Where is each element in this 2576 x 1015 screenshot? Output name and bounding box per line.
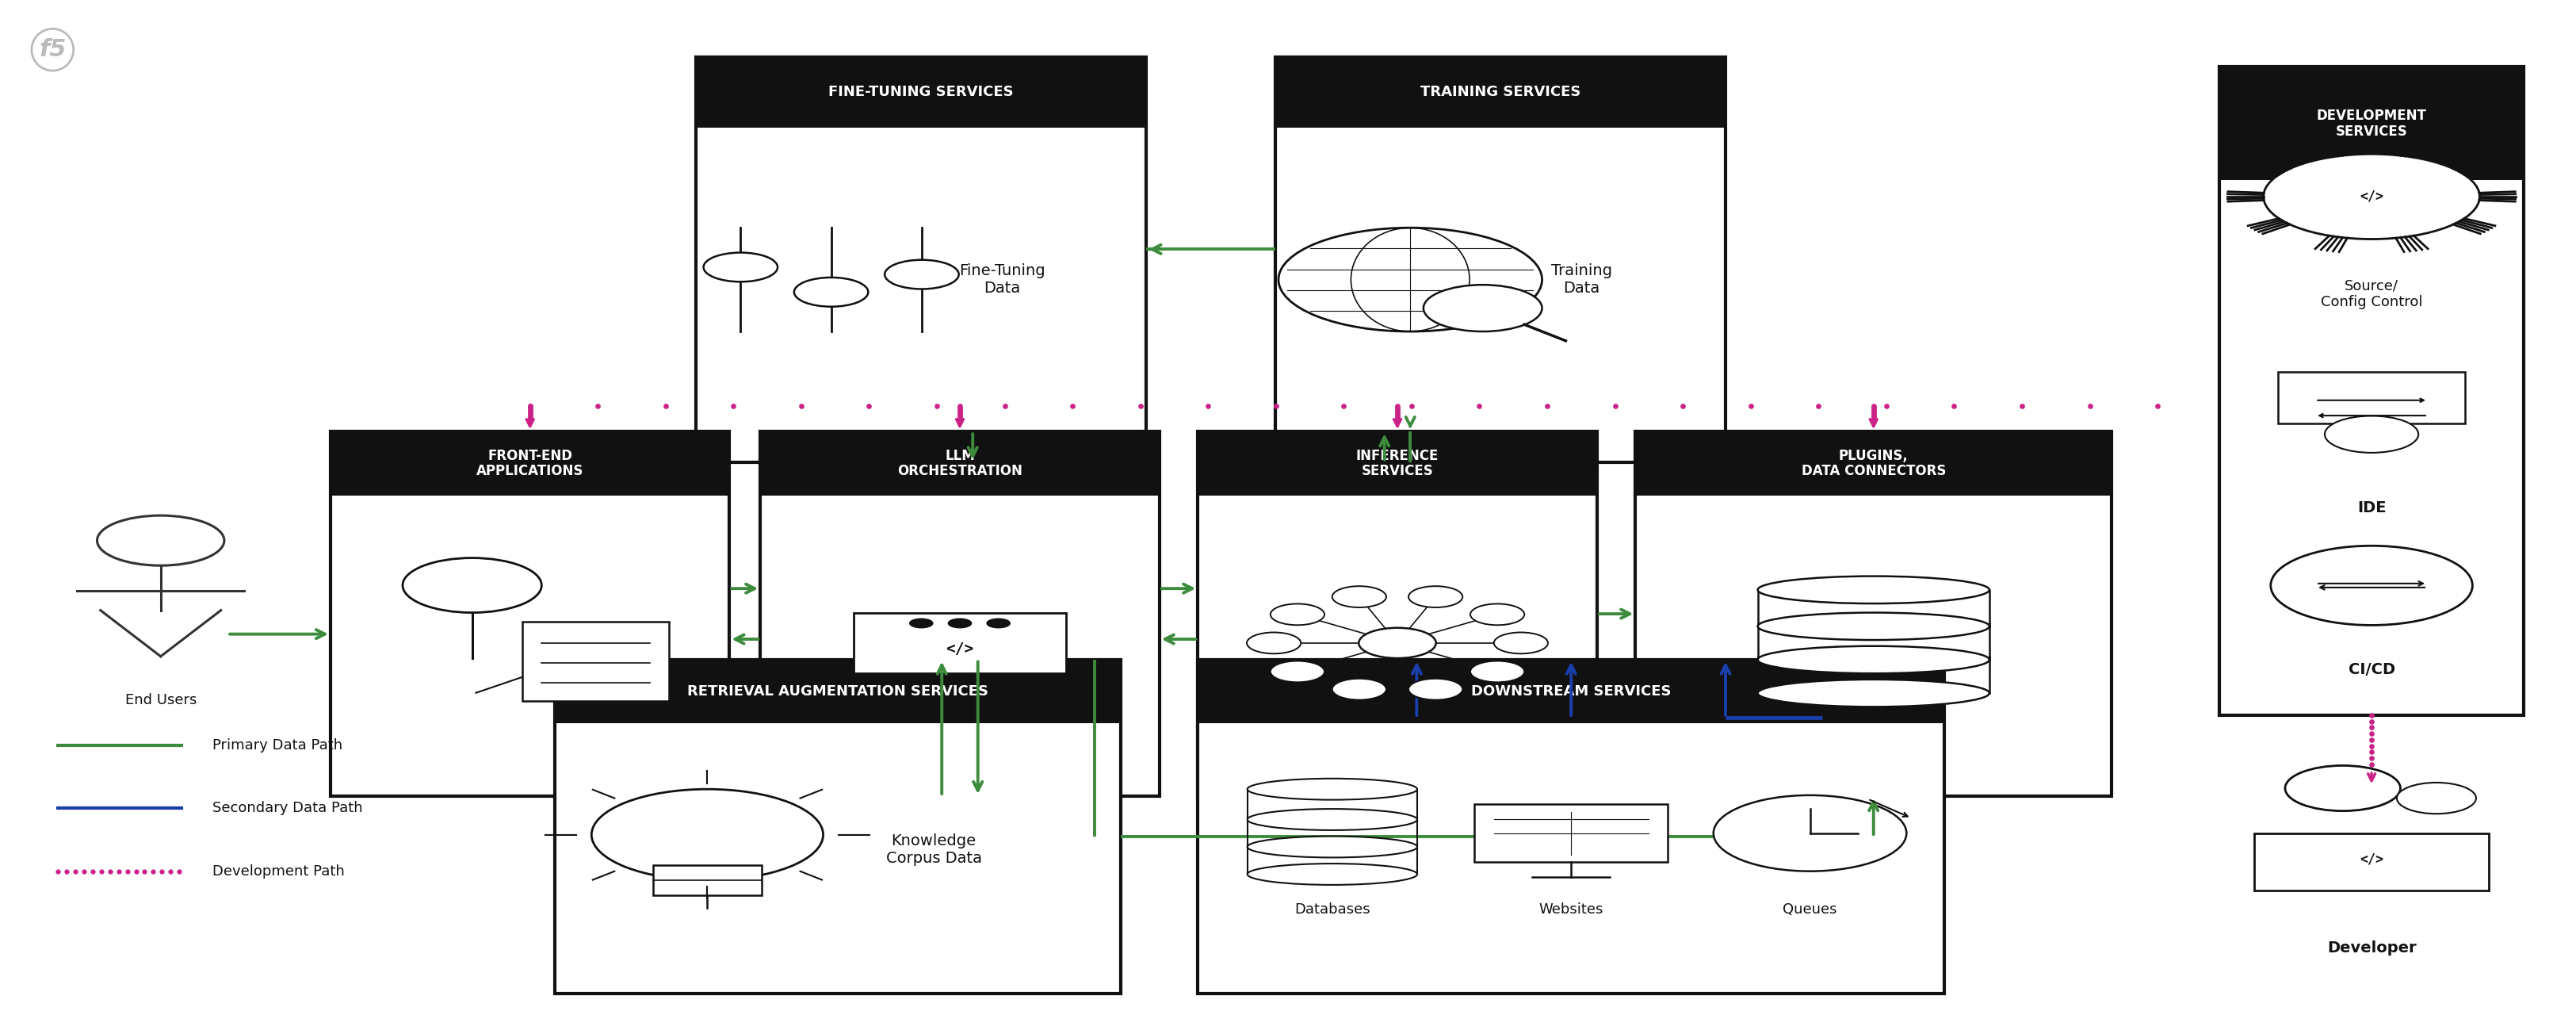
Text: Fine-Tuning
Data: Fine-Tuning Data [958,263,1046,296]
Circle shape [909,619,933,628]
Circle shape [884,260,958,289]
Circle shape [1247,632,1301,654]
Ellipse shape [1247,864,1417,885]
Bar [554,660,1121,723]
Bar [760,431,1159,796]
Ellipse shape [1757,647,1989,673]
Bar [330,431,729,495]
Circle shape [402,558,541,613]
Bar [1198,660,1945,723]
Text: Development Path: Development Path [211,864,345,878]
Bar [554,660,1121,994]
Text: IDE: IDE [2357,500,2385,516]
Text: Websites: Websites [1538,902,1602,917]
Text: RETRIEVAL AUGMENTATION SERVICES: RETRIEVAL AUGMENTATION SERVICES [688,684,989,698]
Text: INFERENCE
SERVICES: INFERENCE SERVICES [1355,449,1440,478]
Ellipse shape [1757,613,1989,640]
Circle shape [2396,783,2476,814]
Text: FRONT-END
APPLICATIONS: FRONT-END APPLICATIONS [477,449,585,478]
Bar [696,57,1146,128]
Bar [2221,67,2524,181]
Text: End Users: End Users [124,693,196,707]
Bar [330,431,729,796]
Text: FINE-TUNING SERVICES: FINE-TUNING SERVICES [829,85,1015,99]
Text: Secondary Data Path: Secondary Data Path [211,801,363,815]
Text: Training
Data: Training Data [1551,263,1613,296]
Bar [1198,431,1597,796]
Text: LLM
ORCHESTRATION: LLM ORCHESTRATION [896,449,1023,478]
Circle shape [1713,795,1906,871]
Text: Primary Data Path: Primary Data Path [211,738,343,753]
Text: PLUGINS,
DATA CONNECTORS: PLUGINS, DATA CONNECTORS [1801,449,1945,478]
Circle shape [1471,604,1525,625]
Bar [1636,431,2112,796]
Bar [696,57,1146,462]
Circle shape [1270,661,1324,682]
Ellipse shape [1757,577,1989,604]
Text: </>: </> [2360,190,2383,204]
Circle shape [98,516,224,565]
Text: Queues: Queues [1783,902,1837,917]
Bar [523,622,670,700]
Bar [654,865,762,895]
Circle shape [1332,679,1386,700]
Text: CI/CD: CI/CD [2349,662,2396,677]
Circle shape [987,619,1010,628]
Circle shape [592,789,824,880]
Text: Developer: Developer [2326,941,2416,955]
Circle shape [948,619,971,628]
Text: </>: </> [2360,852,2383,866]
Text: DEVELOPMENT
SERVICES: DEVELOPMENT SERVICES [2316,109,2427,138]
Circle shape [2285,765,2401,811]
Bar [1275,57,1726,462]
Circle shape [793,277,868,307]
Bar [853,613,1066,673]
Circle shape [1494,632,1548,654]
Text: TRAINING SERVICES: TRAINING SERVICES [1419,85,1582,99]
Text: </>: </> [945,641,974,657]
Text: Knowledge
Corpus Data: Knowledge Corpus Data [886,833,981,866]
Text: Source/
Config Control: Source/ Config Control [2321,278,2421,310]
Circle shape [1425,285,1543,332]
Circle shape [703,253,778,282]
Bar [1198,431,1597,495]
Circle shape [1409,679,1463,700]
Bar [1275,57,1726,128]
Ellipse shape [1757,679,1989,706]
Ellipse shape [1247,779,1417,800]
Text: f5: f5 [39,39,67,61]
Bar [1473,804,1667,862]
Bar [2254,833,2488,890]
Bar [2277,373,2465,423]
Circle shape [1471,661,1525,682]
Ellipse shape [1247,809,1417,830]
Circle shape [2264,154,2481,240]
Circle shape [1278,227,1543,332]
Circle shape [1409,586,1463,607]
Bar [1636,431,2112,495]
Bar [2221,67,2524,716]
Circle shape [1332,586,1386,607]
Circle shape [1358,628,1435,658]
Text: DOWNSTREAM SERVICES: DOWNSTREAM SERVICES [1471,684,1672,698]
Ellipse shape [1247,836,1417,858]
Text: Databases: Databases [1293,902,1370,917]
Circle shape [1270,604,1324,625]
Circle shape [2324,416,2419,453]
Circle shape [2269,546,2473,625]
Bar [1198,660,1945,994]
Bar [760,431,1159,495]
